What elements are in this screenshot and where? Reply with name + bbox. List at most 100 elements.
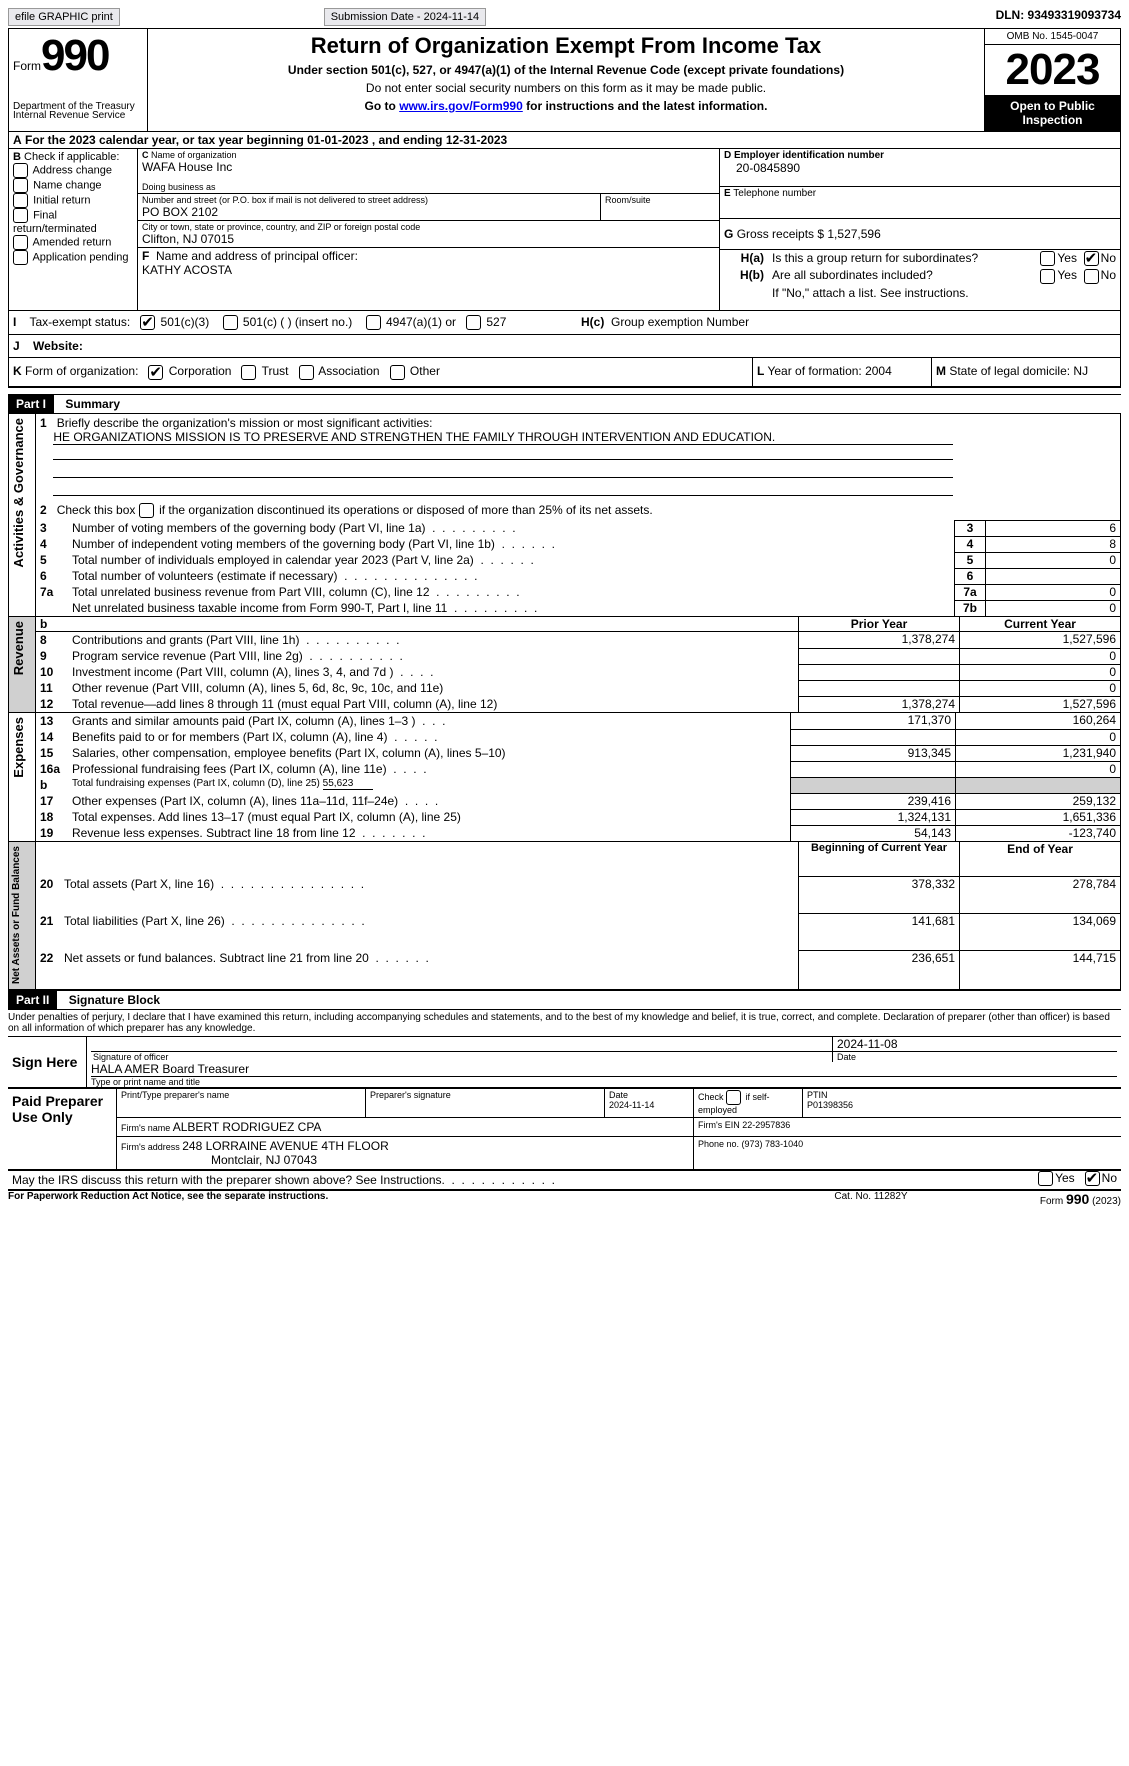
letter-a: A <box>13 133 22 147</box>
initial-checkbox[interactable] <box>13 193 28 208</box>
corp-checkbox[interactable] <box>148 365 163 380</box>
other-checkbox[interactable] <box>390 365 405 380</box>
box3: 3 <box>955 520 986 536</box>
c16b-grey <box>956 777 1121 793</box>
irs-label: Internal Revenue Service <box>13 110 143 121</box>
amended-checkbox[interactable] <box>13 235 28 250</box>
discuss-label: May the IRS discuss this return with the… <box>12 1173 445 1187</box>
tax-year-line: For the 2023 calendar year, or tax year … <box>25 133 507 147</box>
phone-label: Telephone number <box>733 188 816 199</box>
n10: 10 <box>36 664 69 680</box>
ha-no: No <box>1101 251 1116 265</box>
part2-title: Signature Block <box>61 991 168 1009</box>
501c3-label: 501(c)(3) <box>161 315 210 329</box>
type-name-label: Type or print name and title <box>91 1077 1117 1087</box>
c12: 1,527,596 <box>960 696 1121 713</box>
box5: 5 <box>955 552 986 568</box>
org-name: WAFA House Inc <box>142 160 715 174</box>
discuss-yes: Yes <box>1055 1171 1075 1185</box>
n1: 1 <box>40 416 47 430</box>
tax-year: 2023 <box>985 45 1120 95</box>
line15: Salaries, other compensation, employee b… <box>72 746 506 760</box>
year-formation: Year of formation: 2004 <box>767 364 891 378</box>
letter-f: F <box>142 249 149 263</box>
name-change-checkbox[interactable] <box>13 178 28 193</box>
letter-b: B <box>13 151 21 163</box>
omb-number: OMB No. 1545-0047 <box>985 29 1120 45</box>
527-checkbox[interactable] <box>466 315 481 330</box>
letter-i: I <box>13 315 16 329</box>
box7a: 7a <box>955 584 986 600</box>
c19: -123,740 <box>956 825 1121 842</box>
amended-label: Amended return <box>32 236 111 248</box>
ha-yes-checkbox[interactable] <box>1040 251 1055 266</box>
c10: 0 <box>960 664 1121 680</box>
discuss-no-checkbox[interactable] <box>1085 1171 1100 1186</box>
letter-l: L <box>757 364 764 378</box>
p15: 913,345 <box>791 745 956 761</box>
501c3-checkbox[interactable] <box>140 315 155 330</box>
self-employed-checkbox[interactable] <box>726 1090 741 1105</box>
check-applicable-label: Check if applicable: <box>24 151 119 163</box>
p20: 378,332 <box>799 876 960 913</box>
final-checkbox[interactable] <box>13 208 28 223</box>
letter-ha: H(a) <box>720 250 768 268</box>
current-year-header: Current Year <box>960 617 1121 632</box>
ha-no-checkbox[interactable] <box>1084 251 1099 266</box>
side-net-assets: Net Assets or Fund Balances <box>9 842 24 988</box>
addr-change-label: Address change <box>32 164 112 176</box>
beg-year-header: Beginning of Current Year <box>799 842 960 876</box>
corp-label: Corporation <box>169 364 232 378</box>
submission-date-button[interactable]: Submission Date - 2024-11-14 <box>324 8 486 26</box>
prep-date-value: 2024-11-14 <box>609 1100 654 1110</box>
line20: Total assets (Part X, line 16) <box>64 877 214 891</box>
firm-ein: Firm's EIN 22-2957836 <box>694 1117 1122 1136</box>
p10 <box>799 664 960 680</box>
side-revenue: Revenue <box>9 617 28 679</box>
trust-checkbox[interactable] <box>241 365 256 380</box>
4947-checkbox[interactable] <box>366 315 381 330</box>
efile-print-button[interactable]: efile GRAPHIC print <box>8 8 120 26</box>
hb-yes-checkbox[interactable] <box>1040 269 1055 284</box>
name-change-label: Name change <box>33 179 102 191</box>
c14: 0 <box>956 729 1121 745</box>
sig-date-label: Date <box>833 1051 1118 1062</box>
hb-no-checkbox[interactable] <box>1084 269 1099 284</box>
paperwork-notice: For Paperwork Reduction Act Notice, see … <box>8 1191 771 1207</box>
addr-change-checkbox[interactable] <box>13 163 28 178</box>
state-domicile: State of legal domicile: NJ <box>949 364 1088 378</box>
form-number: 990 <box>41 31 108 80</box>
ptin-label: PTIN <box>807 1090 828 1100</box>
letter-hb: H(b) <box>720 267 768 284</box>
side-expenses: Expenses <box>9 713 28 782</box>
line1-text: HE ORGANIZATIONS MISSION IS TO PRESERVE … <box>53 430 953 445</box>
assoc-checkbox[interactable] <box>299 365 314 380</box>
p16a <box>791 761 956 777</box>
topbar: efile GRAPHIC print Submission Date - 20… <box>8 8 1121 26</box>
hb-no: No <box>1101 268 1116 282</box>
n5: 5 <box>36 552 69 568</box>
firm-addr-label: Firm's address <box>121 1142 182 1152</box>
501c-checkbox[interactable] <box>223 315 238 330</box>
form-subtitle: Under section 501(c), 527, or 4947(a)(1)… <box>152 63 980 77</box>
527-label: 527 <box>486 315 506 329</box>
discuss-yes-checkbox[interactable] <box>1038 1171 1053 1186</box>
trust-label: Trust <box>262 364 289 378</box>
app-pending-checkbox[interactable] <box>13 250 28 265</box>
officer-title: HALA AMER Board Treasurer <box>91 1062 1117 1077</box>
line2-checkbox[interactable] <box>139 503 154 518</box>
n13: 13 <box>36 713 69 729</box>
n19: 19 <box>36 825 69 842</box>
goto-prefix: Go to <box>365 99 400 113</box>
line7b: Net unrelated business taxable income fr… <box>72 601 447 615</box>
line2-label: Check this box if the organization disco… <box>57 503 653 517</box>
side-governance: Activities & Governance <box>9 414 28 572</box>
n2: 2 <box>40 503 47 517</box>
line1-blank2 <box>53 445 953 460</box>
n3: 3 <box>36 520 69 536</box>
line19: Revenue less expenses. Subtract line 18 … <box>72 826 356 840</box>
line16b-prefix: Total fundraising expenses (Part IX, col… <box>72 778 323 789</box>
501c-label: 501(c) ( ) (insert no.) <box>243 315 352 329</box>
p8: 1,378,274 <box>799 632 960 649</box>
irs-link[interactable]: www.irs.gov/Form990 <box>399 99 523 113</box>
